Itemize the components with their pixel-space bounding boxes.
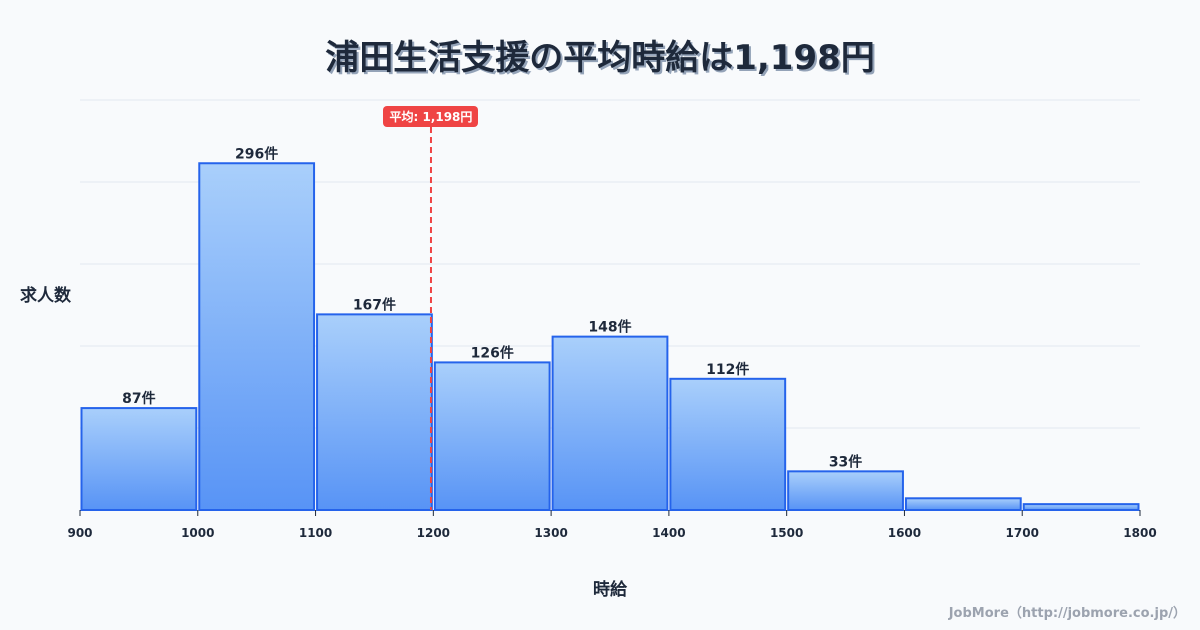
histogram-bar bbox=[198, 162, 316, 511]
histogram-bar bbox=[904, 497, 1022, 511]
x-tick-label: 1500 bbox=[770, 526, 803, 540]
average-badge: 平均: 1,198円 bbox=[383, 106, 479, 127]
credit-link[interactable]: JobMore（http://jobmore.co.jp/） bbox=[948, 606, 1186, 621]
bars: 87件 296件 167件 126件 148件 112件 33件 bbox=[80, 145, 1140, 512]
histogram-bar bbox=[433, 361, 551, 511]
histogram-bar bbox=[1022, 503, 1140, 511]
x-axis-ticks: 900 1000 1100 1200 1300 1400 1500 1600 1700 1800 bbox=[67, 510, 1157, 540]
x-tick-label: 1400 bbox=[652, 526, 685, 540]
histogram-bar bbox=[669, 377, 787, 511]
x-tick-label: 900 bbox=[67, 526, 92, 540]
x-axis-label: 時給 bbox=[593, 580, 627, 600]
x-tick-label: 1700 bbox=[1006, 526, 1039, 540]
histogram-bar bbox=[551, 335, 669, 511]
bar-value-label: 126件 bbox=[471, 344, 514, 361]
histogram-bar bbox=[787, 470, 904, 512]
x-tick-label: 1000 bbox=[181, 526, 214, 540]
histogram-bar bbox=[80, 407, 198, 512]
histogram-bar bbox=[316, 313, 433, 511]
x-tick-label: 1800 bbox=[1123, 526, 1156, 540]
y-axis-label: 求人数 bbox=[20, 286, 71, 306]
x-tick-label: 1600 bbox=[888, 526, 921, 540]
bar-value-label: 148件 bbox=[588, 319, 631, 336]
bar-value-label: 112件 bbox=[706, 361, 749, 378]
x-tick-label: 1200 bbox=[417, 526, 450, 540]
bar-value-label: 167件 bbox=[353, 296, 396, 313]
bar-value-label: 296件 bbox=[235, 145, 278, 162]
bar-value-label: 33件 bbox=[829, 453, 862, 470]
chart-title: 浦田生活支援の平均時給は1,198円 bbox=[325, 38, 875, 78]
bar-value-label: 87件 bbox=[122, 390, 155, 407]
x-tick-label: 1100 bbox=[299, 526, 332, 540]
x-tick-label: 1300 bbox=[534, 526, 567, 540]
